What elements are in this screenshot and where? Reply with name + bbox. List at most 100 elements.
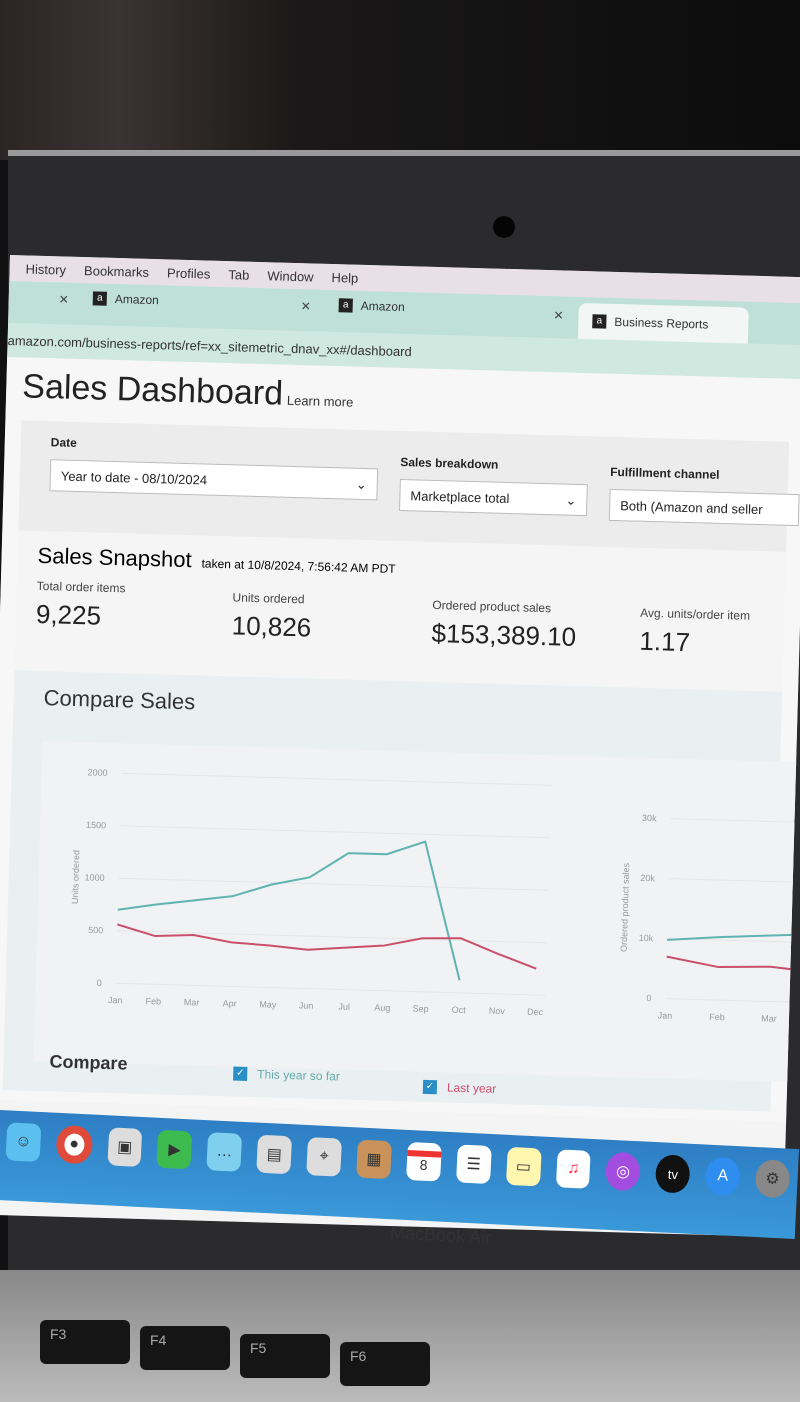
- tv-icon[interactable]: tv: [655, 1154, 691, 1194]
- x-tick-label: Mar: [184, 997, 200, 1007]
- y-tick-label: 30k: [642, 813, 657, 823]
- metric-total-order-items: Total order items 9,225: [35, 578, 126, 631]
- y-tick-label: 20k: [640, 873, 655, 883]
- notes-board-icon[interactable]: ▦: [356, 1139, 392, 1180]
- filters: Date Year to date - 08/10/2024 ⌄ Sales br…: [18, 420, 800, 552]
- y-tick-label: 1500: [86, 820, 106, 831]
- metric-units-ordered: Units ordered 10,826: [231, 590, 312, 643]
- gridline: [121, 772, 552, 786]
- tv-label: tv: [667, 1166, 679, 1182]
- menu-bookmarks[interactable]: Bookmarks: [83, 262, 150, 280]
- x-tick-label: Jan: [108, 995, 123, 1005]
- podcasts-icon[interactable]: ◎: [605, 1151, 641, 1192]
- metric-ordered-product-sales: Ordered product sales $153,389.10: [431, 597, 577, 652]
- compare-label: Compare: [49, 1051, 128, 1074]
- y-tick-label: 0: [97, 978, 102, 988]
- legend-last-year[interactable]: ✓ Last year: [422, 1079, 497, 1096]
- x-tick-label: Mar: [761, 1013, 777, 1023]
- key-f3[interactable]: F3: [40, 1320, 130, 1364]
- x-tick-label: Oct: [452, 1005, 467, 1015]
- y-axis-label: Ordered product sales: [619, 862, 631, 952]
- charts: 0 500 1000 1500 2000 Jan Feb Mar Apr May Jun Jul Aug…: [33, 741, 800, 1083]
- gridline: [118, 877, 549, 891]
- snapshot-time: taken at 10/8/2024, 7:56:42 AM PDT: [201, 556, 396, 576]
- calendar-icon[interactable]: 8: [405, 1141, 442, 1182]
- x-tick-label: Jul: [338, 1001, 350, 1011]
- snapshot-title: Sales Snapshot: [37, 542, 193, 573]
- close-tab-icon[interactable]: ✕: [300, 299, 311, 314]
- breakdown-filter: Sales breakdown Marketplace total ⌄: [399, 454, 588, 517]
- channel-value: Both (Amazon and seller: [620, 498, 763, 518]
- gridline: [668, 878, 800, 884]
- key-f6[interactable]: F6: [340, 1342, 430, 1386]
- x-tick-label: May: [259, 999, 277, 1009]
- amazon-favicon: a: [92, 291, 108, 306]
- legend-label: Last year: [446, 1080, 497, 1096]
- tab-amazon-2[interactable]: a Amazon: [338, 298, 405, 315]
- y-tick-label: 0: [646, 993, 651, 1003]
- gridline: [120, 825, 550, 839]
- y-tick-label: 10k: [639, 933, 654, 943]
- settings-icon[interactable]: ⚙: [754, 1159, 791, 1199]
- finder-icon[interactable]: ☺: [5, 1122, 42, 1162]
- tab-amazon-1[interactable]: a Amazon: [92, 291, 159, 307]
- messages-icon[interactable]: …: [206, 1132, 243, 1172]
- key-f4[interactable]: F4: [140, 1326, 230, 1370]
- close-tab-icon[interactable]: ✕: [553, 308, 564, 323]
- menu-tab[interactable]: Tab: [228, 266, 250, 283]
- x-tick-label: Apr: [223, 998, 237, 1008]
- checkbox-icon[interactable]: ✓: [233, 1066, 248, 1081]
- chrome-icon[interactable]: ●: [55, 1124, 93, 1165]
- facetime-icon[interactable]: ▶: [156, 1129, 193, 1170]
- close-tab-icon[interactable]: ✕: [58, 292, 70, 307]
- camera: [493, 216, 515, 238]
- sales-snapshot: Sales Snapshot taken at 10/8/2024, 7:56:4…: [14, 530, 787, 692]
- channel-label: Fulfillment channel: [609, 464, 720, 482]
- amazon-favicon: a: [592, 314, 607, 329]
- date-label: Date: [50, 435, 77, 450]
- learn-more-link[interactable]: Learn more: [286, 392, 354, 410]
- series-line-this-year: [117, 840, 461, 981]
- y-tick-label: 1000: [84, 872, 104, 883]
- metric-avg-units: Avg. units/order item 1.17: [639, 605, 751, 658]
- chevron-down-icon: ⌄: [355, 476, 367, 493]
- channel-select[interactable]: Both (Amazon and seller: [608, 488, 800, 527]
- breakdown-label: Sales breakdown: [400, 454, 499, 472]
- notes-icon[interactable]: ▭: [505, 1146, 542, 1187]
- legend-this-year[interactable]: ✓ This year so far: [233, 1066, 340, 1084]
- key-label: F3: [50, 1326, 67, 1342]
- key-label: F6: [350, 1348, 367, 1364]
- preview-icon[interactable]: ▣: [106, 1127, 143, 1167]
- x-tick-label: Dec: [527, 1007, 544, 1017]
- x-tick-label: Nov: [489, 1006, 506, 1016]
- gridline: [665, 998, 800, 1004]
- key-f5[interactable]: F5: [240, 1334, 330, 1378]
- breakdown-value: Marketplace total: [410, 488, 510, 507]
- date-filter: Date Year to date - 08/10/2024 ⌄: [49, 435, 379, 501]
- menu-window[interactable]: Window: [267, 267, 314, 284]
- x-tick-label: Jan: [658, 1010, 673, 1020]
- date-select[interactable]: Year to date - 08/10/2024 ⌄: [49, 459, 379, 501]
- reminders-icon[interactable]: ☰: [455, 1144, 492, 1185]
- music-icon[interactable]: ♫: [555, 1149, 592, 1189]
- photos-icon[interactable]: ▤: [256, 1134, 293, 1175]
- tab-business-reports[interactable]: a Business Reports: [577, 302, 749, 344]
- page: Sales Dashboard Learn more Date Year to d…: [0, 356, 800, 1123]
- gridline: [670, 818, 800, 824]
- series-line-last-year: [117, 923, 537, 970]
- checkbox-icon[interactable]: ✓: [422, 1079, 438, 1095]
- gridline: [115, 982, 546, 996]
- page-title: Sales Dashboard: [21, 367, 284, 413]
- tab-label: Business Reports: [614, 314, 709, 332]
- app-store-icon[interactable]: A: [704, 1156, 741, 1197]
- background-room: [0, 0, 800, 160]
- breakdown-select[interactable]: Marketplace total ⌄: [399, 478, 588, 517]
- maps-icon[interactable]: ⌖: [306, 1137, 342, 1177]
- menu-help[interactable]: Help: [331, 269, 359, 286]
- compare-sales: Compare Sales 0 500 1000 1500 2000 Jan Feb Mar A…: [2, 670, 800, 1112]
- menu-profiles[interactable]: Profiles: [166, 264, 211, 282]
- tab-label: Amazon: [360, 298, 405, 315]
- y-axis-label: Units ordered: [70, 850, 82, 904]
- x-tick-label: Feb: [709, 1012, 725, 1022]
- menu-history[interactable]: History: [25, 260, 67, 278]
